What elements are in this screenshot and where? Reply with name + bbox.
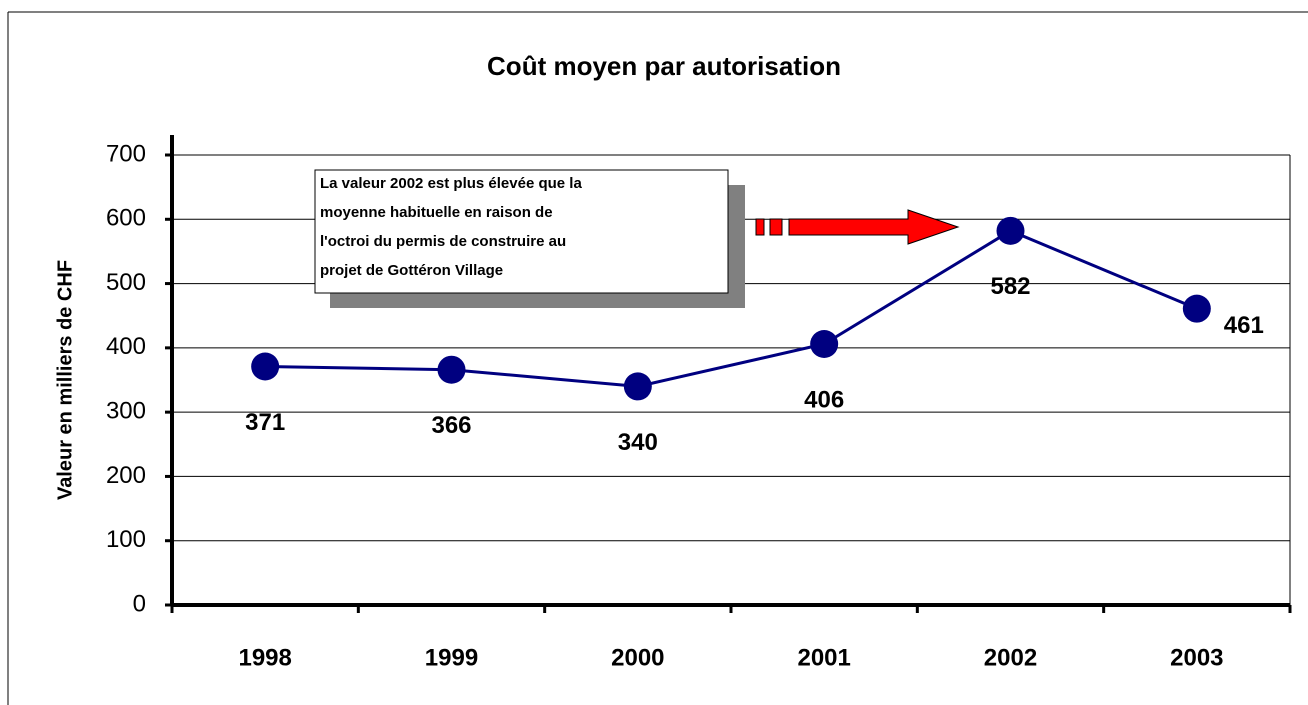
y-tick-label: 100 [106,526,146,553]
arrow-body [788,209,960,245]
marker [437,355,466,384]
x-tick-label: 2002 [984,644,1037,671]
marker [996,216,1025,245]
y-axis-label: Valeur en milliers de CHF [54,260,76,500]
arrow-dash [755,218,765,236]
value-label: 406 [804,386,844,413]
x-tick-label: 2003 [1170,644,1223,671]
y-tick-label: 300 [106,397,146,424]
value-label: 340 [618,429,658,456]
value-label: 366 [431,412,471,439]
marker [623,372,652,401]
annotation-box [314,169,729,294]
chart-title: Coût moyen par autorisation [487,51,841,81]
annotation: La valeur 2002 est plus élevée que la mo… [314,169,745,308]
annotation-line: projet de Gottéron Village [320,262,503,279]
x-tick-label: 1998 [238,644,291,671]
y-tick-label: 200 [106,462,146,489]
y-tick-label: 500 [106,269,146,296]
x-tick-label: 1999 [425,644,478,671]
y-tick-label: 700 [106,140,146,167]
annotation-line: La valeur 2002 est plus élevée que la [320,175,582,192]
plot-area: 0 100 200 300 400 500 600 700 1998 1999 2000 2001 20… [106,135,1292,671]
line [265,229,1198,388]
value-label: 371 [245,409,285,436]
annotation-line: moyenne habituelle en raison de [320,204,553,221]
x-tick-label: 2001 [797,644,850,671]
arrow-dash [769,218,783,236]
arrow [755,209,960,245]
annotation-line: l'octroi du permis de construire au [320,233,566,250]
x-tick-label: 2000 [611,644,664,671]
y-tick-label: 600 [106,205,146,232]
marker [1182,294,1211,323]
value-label: 461 [1224,312,1264,339]
y-tick-label: 400 [106,333,146,360]
marker [251,352,280,381]
value-label: 582 [990,273,1030,300]
marker [810,330,839,358]
y-tick-label: 0 [133,590,146,617]
